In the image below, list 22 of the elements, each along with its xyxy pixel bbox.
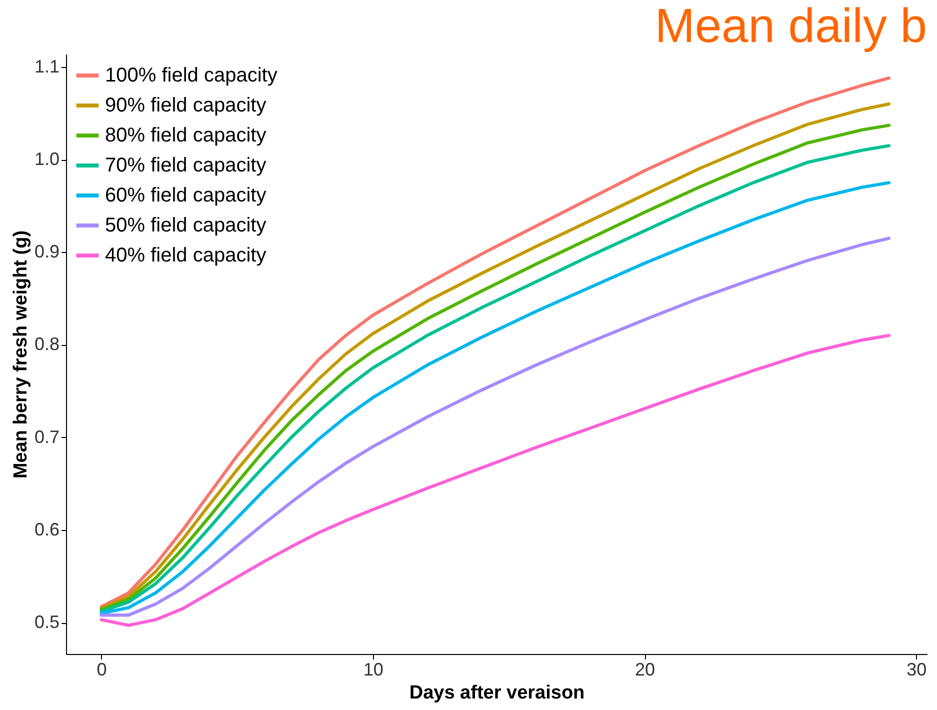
y-tick-label: 0.8	[34, 334, 60, 354]
legend-label: 100% field capacity	[105, 64, 278, 86]
x-axis-title: Days after veraison	[409, 682, 585, 704]
x-tick-label: 0	[96, 660, 107, 680]
chart-title: Mean daily b	[654, 0, 927, 53]
y-tick-label: 0.5	[34, 612, 60, 632]
y-tick-label: 1.1	[34, 56, 60, 76]
y-tick-label: 1.0	[34, 149, 60, 170]
legend-label: 60% field capacity	[105, 184, 266, 206]
legend-label: 80% field capacity	[105, 124, 266, 146]
x-tick-label: 30	[906, 660, 927, 680]
x-tick-label: 10	[363, 660, 384, 680]
y-axis-title: Mean berry fresh weight (g)	[10, 230, 32, 479]
y-tick-label: 0.9	[34, 242, 60, 262]
legend-label: 50% field capacity	[105, 214, 266, 236]
x-tick-label: 20	[635, 660, 656, 680]
y-tick-label: 0.6	[34, 519, 60, 540]
y-tick-label: 0.7	[34, 426, 60, 447]
legend-label: 40% field capacity	[105, 244, 266, 266]
line-series	[100, 334, 891, 627]
legend-label: 90% field capacity	[105, 94, 266, 116]
legend-label: 70% field capacity	[105, 154, 266, 176]
